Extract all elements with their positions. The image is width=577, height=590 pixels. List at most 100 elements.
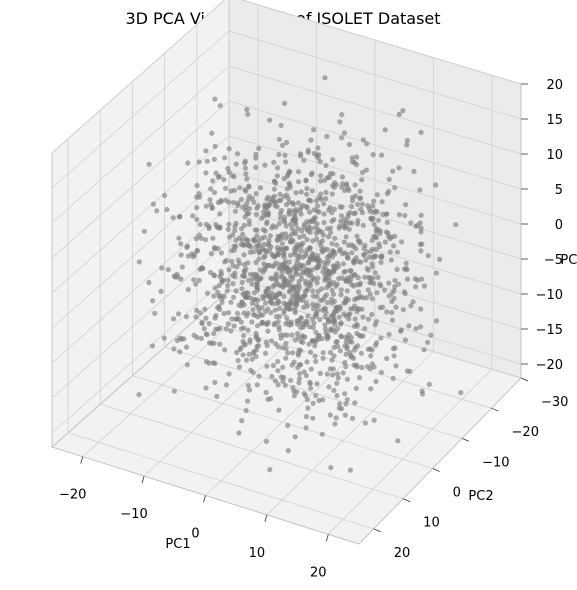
data-point [328, 225, 334, 231]
data-point [229, 173, 235, 179]
data-point [203, 148, 209, 154]
data-point [418, 129, 424, 135]
floor-grid-x [328, 368, 493, 535]
data-point [207, 197, 213, 203]
data-point [433, 318, 440, 324]
data-point [262, 300, 269, 306]
data-point [234, 151, 241, 157]
data-point [406, 323, 412, 329]
data-point [217, 341, 223, 347]
data-point [323, 266, 329, 272]
data-point [289, 284, 295, 290]
data-point [263, 289, 269, 295]
data-point [387, 249, 393, 255]
data-point [293, 216, 299, 222]
data-point [203, 385, 209, 391]
x-axis-label: PC1 [165, 537, 190, 552]
y-tick-label: 10 [423, 516, 440, 531]
data-point [218, 250, 224, 256]
data-point [359, 306, 365, 312]
data-point [206, 225, 212, 232]
data-point [199, 320, 205, 326]
data-point [231, 247, 237, 253]
data-point [238, 345, 244, 351]
data-point [337, 119, 343, 125]
data-point [305, 267, 312, 273]
data-point [285, 269, 291, 275]
data-point [211, 293, 217, 299]
data-point [326, 234, 332, 240]
data-point [196, 191, 202, 197]
data-point [306, 224, 312, 230]
z-tick-label: 15 [546, 113, 563, 128]
data-point [345, 297, 351, 303]
floor-grid-x [266, 351, 434, 516]
data-point [275, 247, 281, 253]
data-point [341, 269, 347, 275]
data-point [309, 301, 316, 307]
data-point [340, 261, 346, 267]
x-tick-mark [80, 456, 84, 464]
data-point [254, 280, 260, 286]
data-point [268, 300, 274, 306]
data-point [304, 237, 310, 243]
data-point [338, 292, 344, 298]
data-point [178, 276, 184, 282]
data-point [356, 258, 362, 265]
data-point [313, 392, 319, 399]
data-point [377, 244, 383, 250]
data-point [265, 194, 271, 200]
data-point [284, 315, 290, 321]
data-point [292, 251, 298, 258]
z-tick-label: 20 [546, 78, 563, 93]
data-point [359, 201, 366, 207]
data-point [262, 228, 268, 234]
data-point [272, 341, 279, 347]
data-point [295, 169, 302, 175]
data-point [315, 226, 321, 232]
data-point [303, 414, 309, 420]
data-point [211, 189, 218, 196]
data-point [297, 234, 303, 240]
data-point [281, 100, 288, 106]
data-point [323, 292, 330, 298]
data-point [283, 355, 289, 361]
data-point [396, 111, 402, 117]
data-point [360, 169, 366, 175]
data-point [322, 326, 329, 332]
data-point [355, 343, 361, 349]
data-point [246, 387, 252, 393]
data-point [295, 242, 301, 248]
data-point [256, 250, 263, 256]
data-point [310, 415, 316, 421]
data-point [208, 269, 214, 276]
data-point [194, 216, 200, 223]
data-point [299, 228, 305, 234]
data-point [246, 218, 252, 224]
data-point [328, 465, 334, 471]
data-point [292, 307, 298, 314]
data-point [271, 199, 277, 205]
data-point [345, 185, 351, 192]
data-point [261, 254, 267, 261]
left-grid-z [51, 100, 230, 259]
data-point [399, 239, 405, 245]
data-point [281, 300, 287, 306]
data-point [352, 400, 358, 406]
y-tick-mark [403, 498, 411, 503]
data-point [237, 185, 243, 191]
data-point [392, 185, 398, 191]
data-point [330, 157, 336, 163]
data-point [243, 188, 249, 194]
data-point [322, 306, 329, 312]
data-point [322, 272, 328, 278]
data-point [339, 112, 345, 118]
data-point [303, 425, 309, 431]
data-point [317, 370, 323, 376]
data-point [254, 343, 260, 350]
data-point [344, 376, 350, 382]
data-point [208, 251, 214, 257]
data-point [245, 260, 251, 266]
data-point [301, 157, 307, 163]
data-point [194, 205, 200, 211]
